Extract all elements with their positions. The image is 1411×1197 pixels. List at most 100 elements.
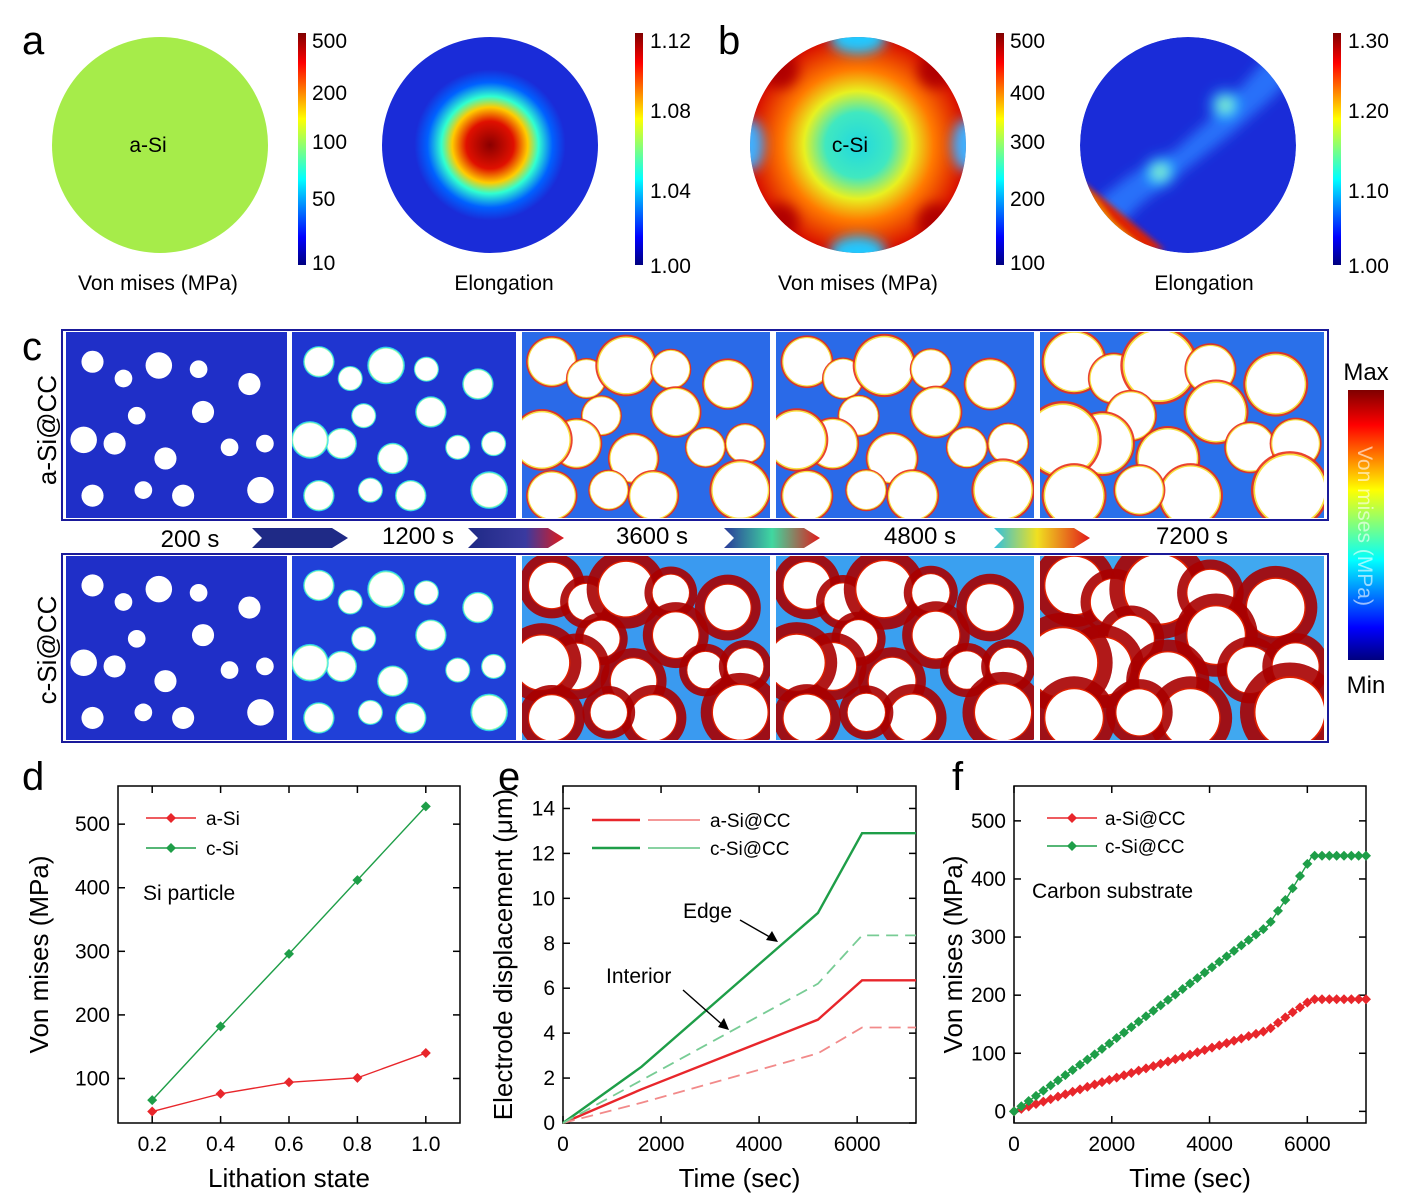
si-particle [687, 428, 724, 466]
chart-d: 0.2 0.4 0.6 0.8 1.0 100 200 300 400 500 Lithation … [24, 785, 461, 1193]
data-point-c-Si@CC [1009, 1106, 1019, 1117]
data-point-c-Si@CC [1067, 1064, 1078, 1075]
si-particle [974, 461, 1032, 518]
data-point-c-Si@CC [1082, 1054, 1093, 1065]
si-particle [1124, 332, 1195, 401]
si-particle [189, 360, 208, 379]
si-particle [154, 670, 177, 693]
si-particle [189, 583, 208, 602]
y-tick-label: 6 [543, 977, 555, 1000]
data-point-a-Si [215, 1088, 226, 1099]
simulation-tile [66, 556, 287, 740]
si-particle [114, 369, 133, 388]
data-point-a-Si@CC [1243, 1031, 1254, 1042]
si-particle [293, 423, 327, 457]
si-particle [529, 695, 575, 740]
si-particle [378, 667, 407, 696]
annotation-interior: Interior [606, 965, 671, 988]
colorbar-tick: 400 [1010, 82, 1045, 105]
data-point-a-Si [147, 1106, 158, 1117]
si-particle [81, 706, 104, 729]
si-particle [847, 471, 886, 509]
si-particle [847, 693, 885, 732]
x-tick-label: 0.6 [274, 1133, 303, 1156]
data-point-a-Si@CC [1258, 1026, 1269, 1037]
data-point-a-Si [284, 1077, 294, 1088]
si-particle [630, 695, 677, 740]
time-label-3600: 3600 s [616, 523, 688, 550]
von-mises-disk-a-si [52, 37, 268, 253]
strip-frame [61, 553, 1329, 743]
y-tick-label: 500 [971, 810, 1006, 833]
x-tick-label: 4000 [736, 1133, 783, 1156]
x-axis-label: Lithation state [208, 1163, 370, 1193]
y-axis-label: Von mises (MPa) [938, 856, 968, 1054]
simulation-strip-c-si [61, 553, 1329, 743]
y-tick-label: 0 [543, 1112, 555, 1135]
si-particle [134, 481, 153, 499]
data-point-a-Si@CC [1302, 997, 1313, 1008]
data-point-c-Si@CC [1163, 994, 1173, 1005]
simulation-tile [1040, 332, 1324, 518]
data-point-a-Si@CC [1214, 1040, 1225, 1051]
chart-e: 0 2000 4000 6000 0 2 4 6 8 10 12 14 Time (sec) Electr… [488, 785, 917, 1193]
si-particle [238, 373, 261, 396]
si-particle [1246, 355, 1305, 414]
data-point-a-Si@CC [1170, 1054, 1181, 1065]
data-point-a-Si@CC [1163, 1056, 1173, 1067]
si-particle [966, 360, 1014, 408]
si-particle [172, 484, 195, 507]
si-particle [1226, 424, 1274, 471]
plot-frame [1013, 785, 1367, 1124]
si-particle [327, 429, 356, 458]
time-label-7200: 7200 s [1156, 523, 1228, 550]
si-particle [912, 611, 960, 659]
data-point-a-Si@CC [1097, 1077, 1107, 1088]
data-point-a-Si@CC [1119, 1070, 1129, 1081]
data-point-c-Si@CC [1119, 1027, 1129, 1038]
data-point-a-Si@CC [1104, 1074, 1115, 1085]
si-particle [293, 645, 327, 680]
data-point-a-Si@CC [1287, 1007, 1298, 1018]
si-particle [369, 348, 403, 383]
time-arrow-3 [724, 528, 820, 548]
data-point-a-Si@CC [1185, 1049, 1195, 1060]
si-particle [1187, 382, 1246, 441]
si-particle [712, 462, 768, 518]
disk-caption-elongation-a: Elongation [454, 272, 553, 295]
si-particle [652, 350, 690, 388]
si-particle [472, 473, 506, 507]
colorbar-c [1348, 390, 1384, 660]
y-tick-label: 300 [75, 940, 110, 963]
simulation-tile [776, 556, 1034, 740]
data-point-a-Si@CC [1192, 1047, 1203, 1058]
y-tick-label: 300 [971, 926, 1006, 949]
si-particle [1161, 466, 1220, 518]
si-particle [103, 432, 126, 455]
data-point-a-Si@CC [1317, 994, 1327, 1005]
legend-label: a-Si [206, 809, 240, 830]
data-point-c-Si@CC [1361, 850, 1371, 861]
si-particle [783, 694, 831, 740]
data-point-a-Si@CC [1280, 1012, 1291, 1023]
data-point-c-Si@CC [1141, 1011, 1151, 1022]
data-point-a-Si@CC [1199, 1044, 1210, 1055]
data-point-c-Si@CC [1170, 989, 1181, 1000]
si-particle [1116, 466, 1163, 514]
colorbar-a-elongation [635, 33, 643, 265]
si-particle [446, 436, 469, 459]
si-particle [463, 370, 492, 399]
legend-label: a-Si@CC [1105, 809, 1186, 830]
panel-label-f: f [952, 755, 964, 799]
data-point-a-Si@CC [1207, 1042, 1217, 1053]
series-line-a-Si@CC-edge [562, 979, 916, 1125]
legend-label: c-Si [206, 839, 239, 860]
simulation-tile [292, 332, 516, 518]
y-tick-label: 14 [532, 797, 556, 820]
si-particle [145, 352, 173, 379]
data-point-c-Si@CC [1280, 895, 1291, 906]
si-particle [446, 658, 469, 682]
y-tick-label: 4 [543, 1022, 555, 1045]
si-particle [352, 627, 375, 650]
si-particle [704, 361, 751, 408]
